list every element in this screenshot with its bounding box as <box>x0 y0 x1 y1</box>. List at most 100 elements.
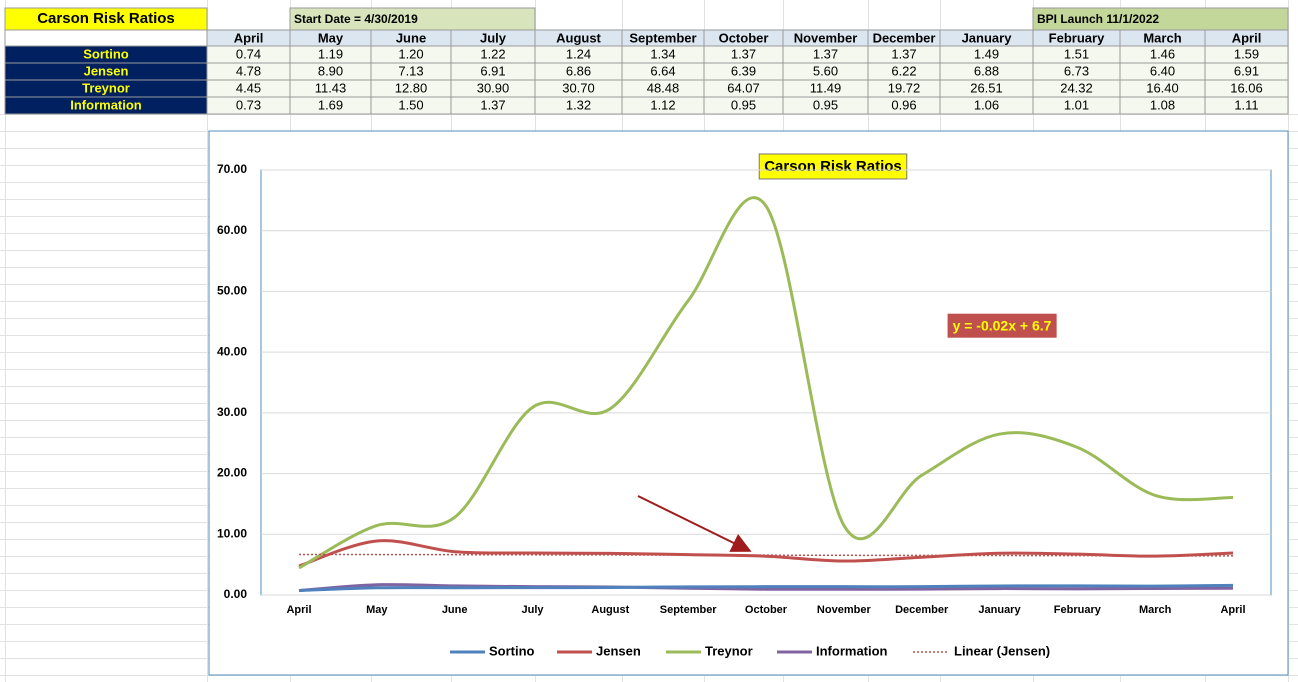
cell-value: 1.51 <box>1064 46 1089 61</box>
y-tick-label: 70.00 <box>217 162 247 176</box>
cell-value: 6.22 <box>891 63 916 78</box>
cell-value: 1.32 <box>566 97 591 112</box>
cell-value: 30.70 <box>562 80 595 95</box>
cell-value: 6.91 <box>1234 63 1259 78</box>
cell-value: 0.74 <box>236 46 261 61</box>
row-label: Information <box>70 97 142 112</box>
cell-value: 1.37 <box>480 97 505 112</box>
cell-value: 4.78 <box>236 63 261 78</box>
legend-label: Information <box>816 643 888 658</box>
x-tick-label: July <box>521 604 544 616</box>
y-tick-label: 0.00 <box>224 587 248 601</box>
month-header: March <box>1143 30 1181 45</box>
month-header: May <box>318 30 344 45</box>
cell-value: 48.48 <box>647 80 680 95</box>
start-date: Start Date = 4/30/2019 <box>294 12 418 26</box>
cell-value: 6.88 <box>974 63 999 78</box>
x-tick-label: October <box>745 604 788 616</box>
cell-value: 0.96 <box>891 97 916 112</box>
chart-title-box <box>758 153 908 180</box>
y-tick-label: 60.00 <box>217 223 247 237</box>
y-tick-label: 20.00 <box>217 466 247 480</box>
bpi-launch: BPI Launch 11/1/2022 <box>1037 12 1159 26</box>
cell-value: 64.07 <box>727 80 760 95</box>
month-header: October <box>719 30 769 45</box>
y-tick-label: 40.00 <box>217 344 247 358</box>
x-tick-label: February <box>1054 604 1102 616</box>
cell-value: 6.39 <box>731 63 756 78</box>
y-tick-label: 10.00 <box>217 526 247 540</box>
cell-value: 1.37 <box>891 46 916 61</box>
cell-value: 1.01 <box>1064 97 1089 112</box>
month-header: November <box>794 30 858 45</box>
cell-value: 16.40 <box>1146 80 1179 95</box>
cell-value: 7.13 <box>398 63 423 78</box>
cell-value: 5.60 <box>813 63 838 78</box>
cell-value: 1.59 <box>1234 46 1259 61</box>
cell-value: 1.37 <box>813 46 838 61</box>
cell-value: 26.51 <box>970 80 1003 95</box>
x-tick-label: November <box>817 604 872 616</box>
y-tick-label: 30.00 <box>217 405 247 419</box>
annotation-arrow <box>637 495 752 552</box>
month-header: April <box>234 30 264 45</box>
cell-value: 19.72 <box>888 80 921 95</box>
cell-value: 1.22 <box>480 46 505 61</box>
legend-label: Sortino <box>489 643 535 658</box>
cell-value: 1.34 <box>650 46 675 61</box>
legend-label: Jensen <box>596 643 641 658</box>
chart-title: Carson Risk Ratios <box>764 158 902 175</box>
cell-value: 11.49 <box>810 80 842 95</box>
cell-value: 0.95 <box>813 97 838 112</box>
cell-value: 0.73 <box>236 97 261 112</box>
cell-value: 6.40 <box>1150 63 1175 78</box>
cell-value: 6.91 <box>480 63 505 78</box>
cell-value: 12.80 <box>395 80 428 95</box>
x-tick-label: December <box>895 604 949 616</box>
legend-label: Linear (Jensen) <box>954 643 1050 658</box>
cell-value: 1.08 <box>1150 97 1175 112</box>
cell-value: 11.43 <box>315 80 347 95</box>
x-tick-label: January <box>978 604 1021 616</box>
cell-value: 1.46 <box>1150 46 1175 61</box>
cell-value: 4.45 <box>236 80 261 95</box>
month-header: January <box>962 30 1013 45</box>
x-tick-label: April <box>286 604 311 616</box>
series-line <box>298 539 1234 568</box>
trendline-equation: y = -0.02x + 6.7 <box>953 318 1052 334</box>
cell-value: 1.06 <box>974 97 999 112</box>
cell <box>1204 96 1289 115</box>
series-line <box>298 583 1234 593</box>
month-header: June <box>396 30 426 45</box>
y-tick-label: 50.00 <box>217 284 247 298</box>
cell-value: 6.64 <box>650 63 675 78</box>
month-header: July <box>480 30 507 45</box>
cell-value: 30.90 <box>477 80 510 95</box>
x-tick-label: September <box>660 604 718 616</box>
cell-value: 1.49 <box>974 46 999 61</box>
cell <box>4 29 208 47</box>
cell-value: 1.69 <box>318 97 343 112</box>
row-label: Sortino <box>83 46 129 61</box>
month-header: September <box>629 30 696 45</box>
cell-value: 1.12 <box>650 97 675 112</box>
legend-label: Treynor <box>705 643 753 658</box>
cell-value: 6.73 <box>1064 63 1089 78</box>
x-tick-label: March <box>1139 604 1172 616</box>
month-header: August <box>556 30 601 45</box>
x-tick-label: May <box>366 604 388 616</box>
equation-box <box>947 313 1057 338</box>
cell-value: 1.24 <box>566 46 591 61</box>
x-tick-label: June <box>442 604 468 616</box>
month-header: April <box>1232 30 1262 45</box>
row-label: Jensen <box>84 63 129 78</box>
x-tick-label: August <box>591 604 629 616</box>
cell-value: 1.20 <box>398 46 423 61</box>
cell-value: 0.95 <box>731 97 756 112</box>
month-header: December <box>873 30 936 45</box>
series-line <box>298 583 1234 593</box>
series-line <box>298 196 1234 570</box>
cell-value: 24.32 <box>1060 80 1093 95</box>
